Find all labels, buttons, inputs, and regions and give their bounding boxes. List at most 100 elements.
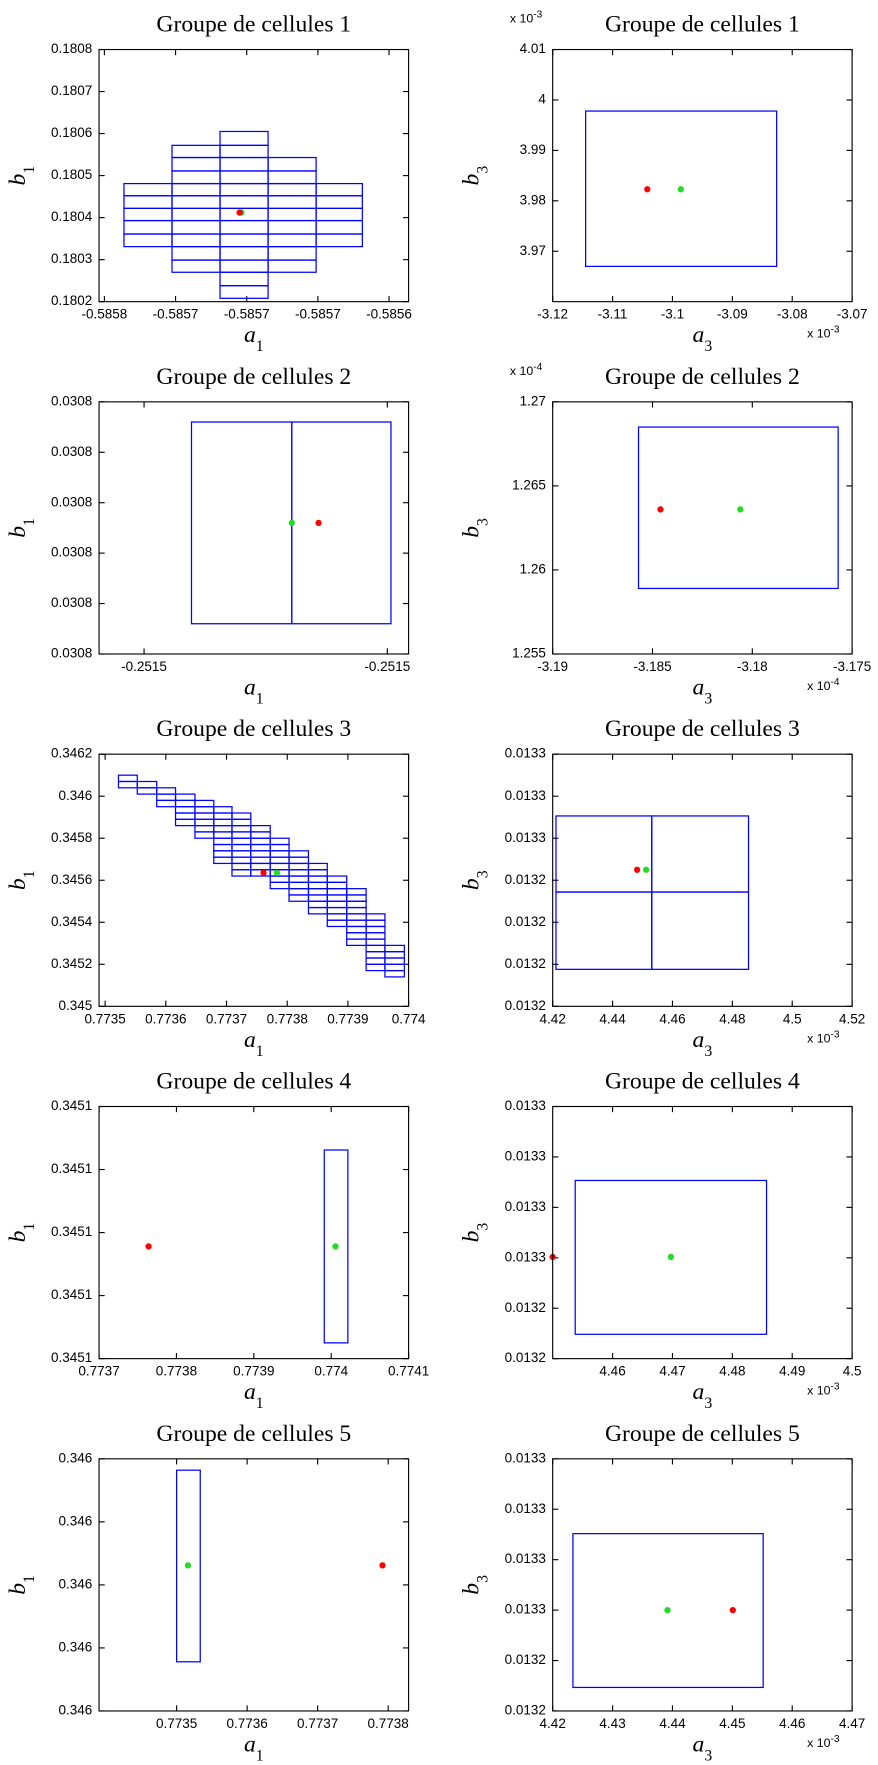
y-axis-label-sub: 1 xyxy=(20,1575,37,1583)
point xyxy=(273,869,281,877)
x-tick-label: 4.42 xyxy=(540,1011,566,1026)
y-axis-label-sub: 1 xyxy=(20,166,37,174)
y-axis-label-main: b xyxy=(458,173,484,185)
exponent-base: x 10 xyxy=(807,679,831,693)
chart-title: Groupe de cellules 2 xyxy=(156,364,351,390)
chart-title: Groupe de cellules 4 xyxy=(605,1068,800,1094)
x-tick-label: 0.7739 xyxy=(233,1364,274,1379)
y-tick-label: 0.345 xyxy=(59,998,93,1013)
y-tick-label: 0.1803 xyxy=(51,251,92,266)
x-tick-label: 0.7739 xyxy=(327,1011,368,1026)
y-axis-label-main: b xyxy=(458,1583,484,1595)
x-tick-label: 4.48 xyxy=(719,1011,745,1026)
y-axis-label-main: b xyxy=(458,1230,484,1242)
y-axis-label: b3 xyxy=(458,166,490,186)
x-tick-label: 0.774 xyxy=(314,1364,348,1379)
x-tick-label: 4.5 xyxy=(843,1364,862,1379)
x-axis-label: a3 xyxy=(693,1379,713,1411)
exponent-base: x 10 xyxy=(510,12,534,26)
exponent-power: -3 xyxy=(830,1381,839,1392)
cell xyxy=(384,969,405,978)
x-axis-label-sub: 3 xyxy=(704,1747,712,1764)
point xyxy=(332,1243,339,1250)
x-axis-label: a1 xyxy=(244,322,264,354)
x-axis-label-main: a xyxy=(693,675,705,701)
point xyxy=(145,1243,152,1250)
cell xyxy=(572,1533,764,1689)
x-tick-label: -3.18 xyxy=(737,659,768,674)
axis-exponent: x 10-3 xyxy=(807,324,840,341)
y-tick-label: 0.3451 xyxy=(51,1287,92,1302)
plot-area xyxy=(99,401,409,654)
y-tick-label: 0.0308 xyxy=(51,444,92,459)
y-axis-label-sub: 1 xyxy=(20,518,37,526)
x-tick-label: 4.43 xyxy=(599,1716,625,1731)
plot-area xyxy=(99,1106,409,1359)
cell xyxy=(219,285,269,299)
x-axis-label: a1 xyxy=(244,1731,264,1764)
x-tick-label: 4.46 xyxy=(659,1011,685,1026)
point xyxy=(664,1606,671,1614)
cell xyxy=(574,1179,768,1335)
y-tick-label: 0.0132 xyxy=(505,1300,546,1315)
y-tick-label: 0.3451 xyxy=(51,1224,92,1239)
y-tick-label: 0.346 xyxy=(59,1513,93,1528)
point xyxy=(729,1606,736,1614)
x-tick-label: -0.5858 xyxy=(81,307,127,322)
y-tick-label: 0.3458 xyxy=(51,830,92,845)
chart-title: Groupe de cellules 1 xyxy=(605,12,800,38)
point xyxy=(236,209,243,216)
y-tick-label: 0.0308 xyxy=(51,646,92,661)
y-tick-label: 0.0133 xyxy=(505,1501,546,1516)
y-tick-label: 0.3451 xyxy=(51,1350,92,1365)
x-tick-label: 0.7735 xyxy=(156,1716,197,1731)
y-axis-label-sub: 1 xyxy=(20,870,37,878)
exponent-power: -3 xyxy=(533,9,542,20)
x-tick-label: 4.44 xyxy=(599,1011,626,1026)
x-tick-label: 0.7736 xyxy=(145,1011,186,1026)
x-axis-label: a3 xyxy=(693,1731,713,1764)
y-tick-label: 4.01 xyxy=(520,41,546,56)
y-tick-label: 0.0133 xyxy=(505,788,546,803)
x-tick-label: -3.1 xyxy=(661,307,684,322)
x-axis-label: a3 xyxy=(693,675,713,708)
exponent-base: x 10 xyxy=(807,1384,831,1398)
y-tick-label: 0.1802 xyxy=(51,293,92,308)
exponent-base: x 10 xyxy=(510,364,534,378)
x-axis-label-sub: 3 xyxy=(704,1395,712,1412)
x-axis-label: a1 xyxy=(244,1027,264,1060)
x-tick-label: -0.2515 xyxy=(364,659,410,674)
x-axis-label: a1 xyxy=(244,1379,264,1411)
x-axis-label-sub: 1 xyxy=(256,1395,264,1412)
y-tick-label: 0.0132 xyxy=(505,1703,546,1718)
x-axis-label-main: a xyxy=(693,1379,705,1405)
x-axis-label: a3 xyxy=(693,322,713,354)
y-tick-label: 0.0133 xyxy=(505,746,546,761)
x-tick-label: 0.7737 xyxy=(206,1011,247,1026)
y-axis-label-sub: 3 xyxy=(474,1223,491,1231)
exponent-base: x 10 xyxy=(807,1736,831,1750)
point xyxy=(644,186,651,193)
x-tick-label: 4.48 xyxy=(719,1364,745,1379)
x-tick-label: 0.7738 xyxy=(368,1716,409,1731)
x-axis-label-main: a xyxy=(244,1027,256,1053)
x-tick-label: -3.07 xyxy=(837,307,868,322)
chart-title: Groupe de cellules 5 xyxy=(156,1421,351,1447)
y-tick-label: 0.0133 xyxy=(505,1148,546,1163)
exponent-power: -3 xyxy=(830,324,839,335)
cell xyxy=(651,891,750,970)
y-tick-label: 0.346 xyxy=(59,1576,93,1591)
cell xyxy=(323,1149,349,1344)
plot-frame xyxy=(98,1105,410,1360)
point xyxy=(642,866,650,873)
y-tick-label: 0.0132 xyxy=(505,998,546,1013)
point xyxy=(184,1562,192,1569)
plot-area xyxy=(552,754,853,1007)
y-tick-label: 1.265 xyxy=(512,477,546,492)
y-tick-label: 0.0308 xyxy=(51,595,92,610)
y-axis-label: b3 xyxy=(458,1223,490,1243)
x-tick-label: 0.7741 xyxy=(388,1364,429,1379)
y-tick-label: 0.0133 xyxy=(505,1551,546,1566)
y-tick-label: 0.0133 xyxy=(505,1199,546,1214)
